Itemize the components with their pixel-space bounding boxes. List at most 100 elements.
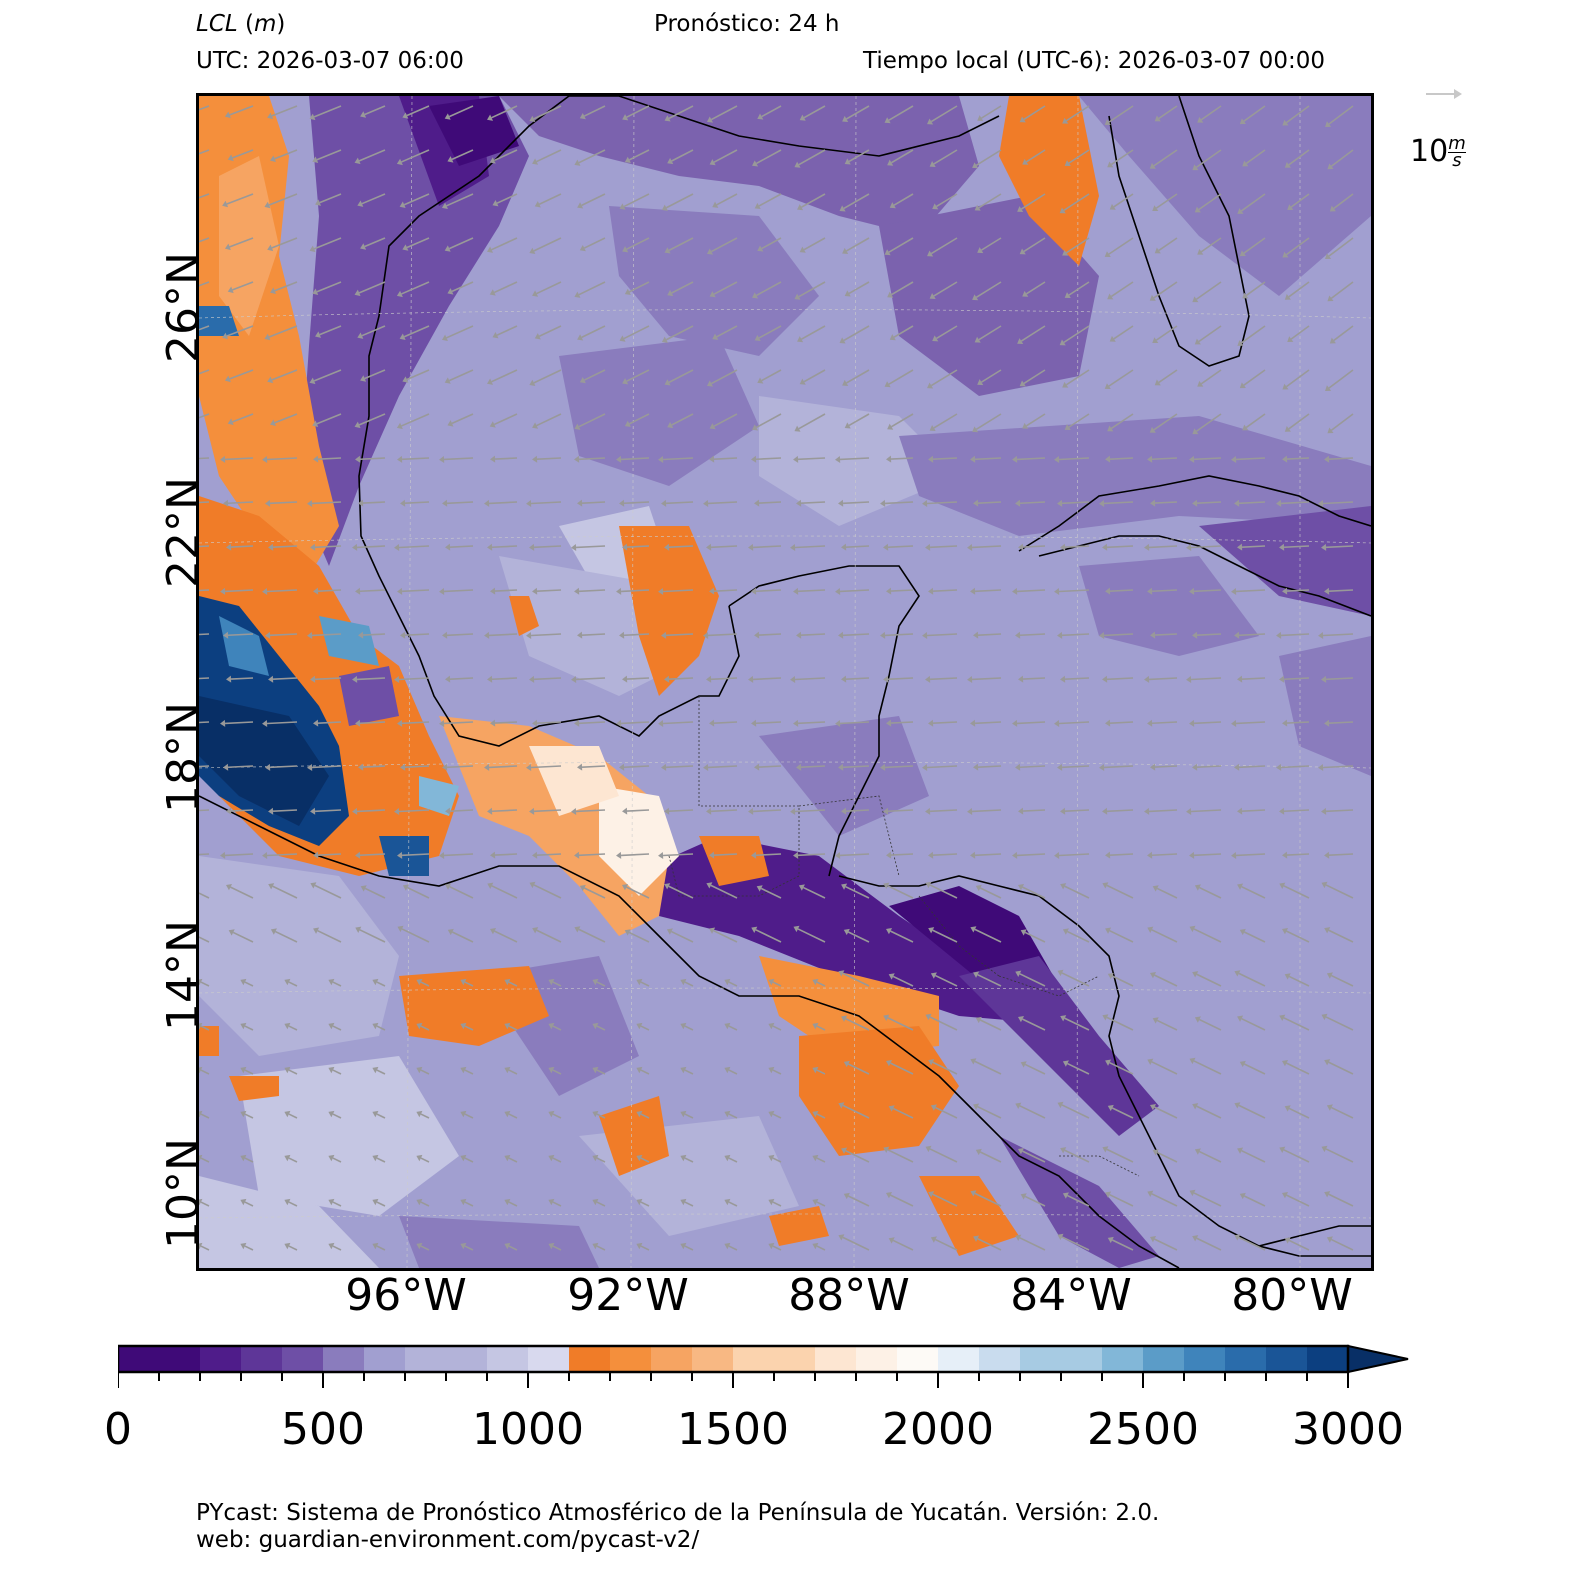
wind-vector (1108, 369, 1134, 387)
wind-vector-head (1237, 807, 1243, 815)
wind-vector (891, 413, 914, 428)
wind-vector-head (1324, 1059, 1331, 1066)
wind-vector-head (1099, 499, 1105, 507)
wind-vector (932, 721, 958, 724)
wind-vector (1068, 281, 1090, 296)
wind-vector (1064, 545, 1090, 548)
wind-vector (755, 589, 782, 593)
wind-vector (1238, 1236, 1266, 1251)
wind-vector (536, 149, 562, 163)
wind-vector-head (402, 244, 409, 251)
wind-vector-head (1194, 884, 1201, 891)
wind-vector-head (571, 543, 577, 551)
wind-vector-head (888, 1105, 895, 1112)
wind-vector-head (1189, 851, 1195, 859)
wind-vector-head (797, 204, 804, 211)
wind-vector-head (751, 926, 758, 933)
wind-vector (272, 545, 298, 548)
wind-vector-head (1284, 973, 1291, 980)
wind-vector (364, 237, 386, 248)
wind-vector (930, 105, 958, 123)
wind-vector-head (621, 883, 629, 891)
wind-vector-head (1017, 338, 1024, 344)
wind-vector (981, 369, 1002, 383)
wind-vector (977, 1105, 1002, 1119)
wind-vector (1331, 1106, 1354, 1119)
wind-vector-head (812, 1066, 819, 1074)
wind-vector (1243, 237, 1266, 254)
wind-vector-head (636, 1066, 643, 1074)
wind-vector (404, 501, 430, 504)
wind-vector-head (706, 380, 714, 387)
wind-vector (200, 1069, 210, 1075)
wind-vector (1109, 1193, 1134, 1207)
wind-vector (797, 853, 826, 857)
variable-title: LCL (m) (196, 11, 286, 37)
wind-vector (332, 1245, 342, 1251)
coastlines (199, 96, 1371, 1268)
wind-vector (1148, 677, 1178, 681)
wind-vector-head (1318, 500, 1324, 507)
wind-vector-head (929, 424, 936, 431)
wind-vector-head (1019, 380, 1026, 387)
wind-vector-head (487, 807, 493, 815)
wind-vector-head (1281, 1059, 1289, 1067)
wind-vector-head (577, 631, 583, 639)
wind-vector (596, 1201, 606, 1207)
wind-vector (199, 149, 210, 155)
wind-vector-head (709, 159, 716, 166)
wind-vector-head (526, 500, 532, 507)
wind-vector (361, 193, 386, 205)
wind-vector (200, 981, 210, 987)
wind-vector (464, 1201, 474, 1207)
wind-vector (1243, 369, 1266, 386)
wind-vector (358, 281, 386, 294)
wind-vector-head (975, 1016, 982, 1024)
wind-vector (1016, 853, 1046, 857)
wind-vector-head (841, 1147, 848, 1154)
wind-vector-head (724, 1198, 731, 1206)
wind-vector-head (709, 423, 716, 430)
wind-vector (933, 281, 958, 297)
wind-vector-head (622, 378, 629, 385)
wind-vector-head (400, 631, 406, 639)
wind-vector-head (1064, 292, 1071, 299)
wind-vector (232, 281, 254, 291)
wind-vector (1156, 1151, 1178, 1163)
wind-vector (845, 1017, 870, 1031)
wind-vector (710, 677, 738, 681)
wind-vector-head (307, 763, 313, 771)
wind-vector (493, 413, 518, 426)
wind-vector-head (1239, 250, 1246, 257)
wind-vector (1195, 281, 1222, 300)
wind-vector-head (973, 631, 979, 639)
wind-vector-head (396, 422, 403, 430)
wind-vector-head (1149, 426, 1156, 433)
wind-vector (884, 633, 914, 637)
wind-vector (226, 193, 254, 205)
wind-vector-head (284, 1198, 291, 1206)
wind-vector-head (1062, 1060, 1069, 1067)
wind-vector (1019, 633, 1046, 637)
wind-vector-head (709, 455, 715, 463)
colorbar-bin (118, 1346, 160, 1372)
wind-vector (1193, 721, 1222, 725)
wind-vector-head (838, 1234, 845, 1241)
wind-vector-head (1321, 1145, 1328, 1153)
wind-vector-head (884, 249, 891, 256)
wind-vector (713, 281, 738, 295)
wind-vector (728, 981, 738, 987)
wind-vector-head (636, 1154, 643, 1162)
wind-vector-head (529, 543, 535, 551)
wind-vector-head (636, 1242, 643, 1250)
wind-vector-head (967, 675, 973, 683)
wind-vector (803, 237, 826, 251)
wind-vector (977, 973, 1002, 987)
wind-vector (491, 885, 518, 899)
wind-vector (199, 853, 210, 856)
wind-vector (662, 589, 694, 593)
wind-vector (533, 237, 562, 252)
wind-vector-head (883, 1014, 890, 1021)
wind-vector (1196, 973, 1222, 987)
wind-vector-head (796, 631, 802, 639)
